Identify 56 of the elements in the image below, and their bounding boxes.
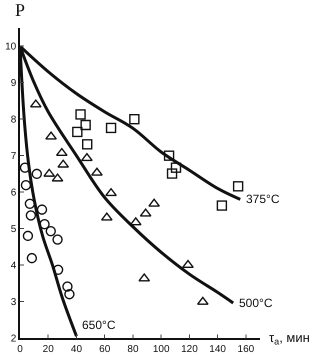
point <box>24 198 36 209</box>
x-tick-label: 60 <box>99 344 111 355</box>
x-tick-label: 20 <box>42 344 54 355</box>
y-tick-label: 6 <box>10 188 17 199</box>
x-tick-label: 120 <box>181 344 198 355</box>
point <box>81 153 93 162</box>
x-axis-title: τ$_{a}$, мин <box>269 330 310 347</box>
point <box>182 260 194 268</box>
point <box>75 109 86 120</box>
y-tick-label: 4 <box>10 260 17 272</box>
point <box>166 168 178 179</box>
point <box>64 289 75 300</box>
y-tick-label: 5 <box>10 224 17 236</box>
point <box>45 131 57 140</box>
point <box>36 204 48 215</box>
point <box>106 122 116 134</box>
y-tick-label: 9 <box>10 78 17 90</box>
point <box>20 180 32 190</box>
point <box>30 99 42 108</box>
y-tick-label: 8 <box>10 114 17 126</box>
y-tick-label: 10 <box>5 42 17 53</box>
annotation: 375°C <box>246 192 280 206</box>
x-tick-label: 160 <box>238 344 255 355</box>
point <box>105 188 117 196</box>
point <box>129 114 140 124</box>
x-tick-label: 140 <box>209 344 226 355</box>
point <box>22 230 34 242</box>
point <box>39 219 50 230</box>
point <box>52 234 63 245</box>
point <box>100 212 113 221</box>
y-tick-label: 2 <box>10 334 17 344</box>
point <box>72 126 83 138</box>
point <box>232 181 244 192</box>
point <box>216 200 228 211</box>
annotation: 500°C <box>239 296 273 310</box>
point <box>26 210 36 221</box>
point <box>46 226 56 236</box>
y-tick-label: 7 <box>10 151 17 162</box>
x-tick-label: 80 <box>127 344 139 355</box>
x-tick-label: 100 <box>152 344 170 355</box>
point <box>170 162 182 173</box>
point <box>164 150 174 161</box>
annotation: 650°C <box>82 318 116 332</box>
x-tick-label: 0 <box>17 344 24 355</box>
x-tick-label: 40 <box>70 344 82 355</box>
point <box>82 139 92 150</box>
point <box>91 168 103 176</box>
point <box>80 120 91 130</box>
point <box>32 168 42 180</box>
point <box>62 281 73 292</box>
point <box>26 252 38 264</box>
point <box>52 173 64 182</box>
y-axis-title: P <box>15 0 26 20</box>
point <box>140 208 152 217</box>
point <box>56 148 68 156</box>
y-tick-label: 3 <box>10 297 17 308</box>
